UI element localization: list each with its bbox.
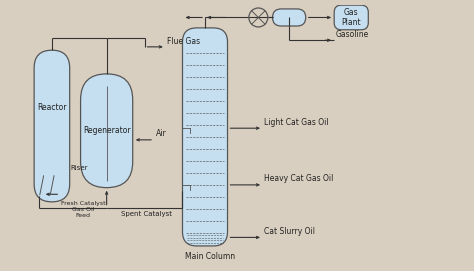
FancyBboxPatch shape — [34, 50, 70, 202]
Text: Gasoline: Gasoline — [336, 30, 369, 39]
Text: Riser: Riser — [71, 165, 88, 171]
Text: Reactor: Reactor — [37, 103, 67, 112]
Text: Gas
Plant: Gas Plant — [341, 8, 361, 27]
FancyBboxPatch shape — [81, 74, 133, 188]
Text: Cat Slurry Oil: Cat Slurry Oil — [264, 227, 316, 236]
Text: Heavy Cat Gas Oil: Heavy Cat Gas Oil — [264, 175, 334, 183]
FancyBboxPatch shape — [334, 5, 368, 30]
Text: Main Column: Main Column — [185, 252, 235, 261]
Text: Spent Catalyst: Spent Catalyst — [121, 211, 173, 217]
Text: Regenerator: Regenerator — [83, 126, 130, 135]
Text: Flue Gas: Flue Gas — [167, 37, 201, 46]
Text: Light Cat Gas Oil: Light Cat Gas Oil — [264, 118, 329, 127]
Text: Air: Air — [155, 129, 166, 138]
Text: Fresh Catalyst
Gas Oil
Feed: Fresh Catalyst Gas Oil Feed — [61, 201, 105, 218]
FancyBboxPatch shape — [182, 28, 228, 246]
FancyBboxPatch shape — [273, 9, 306, 26]
